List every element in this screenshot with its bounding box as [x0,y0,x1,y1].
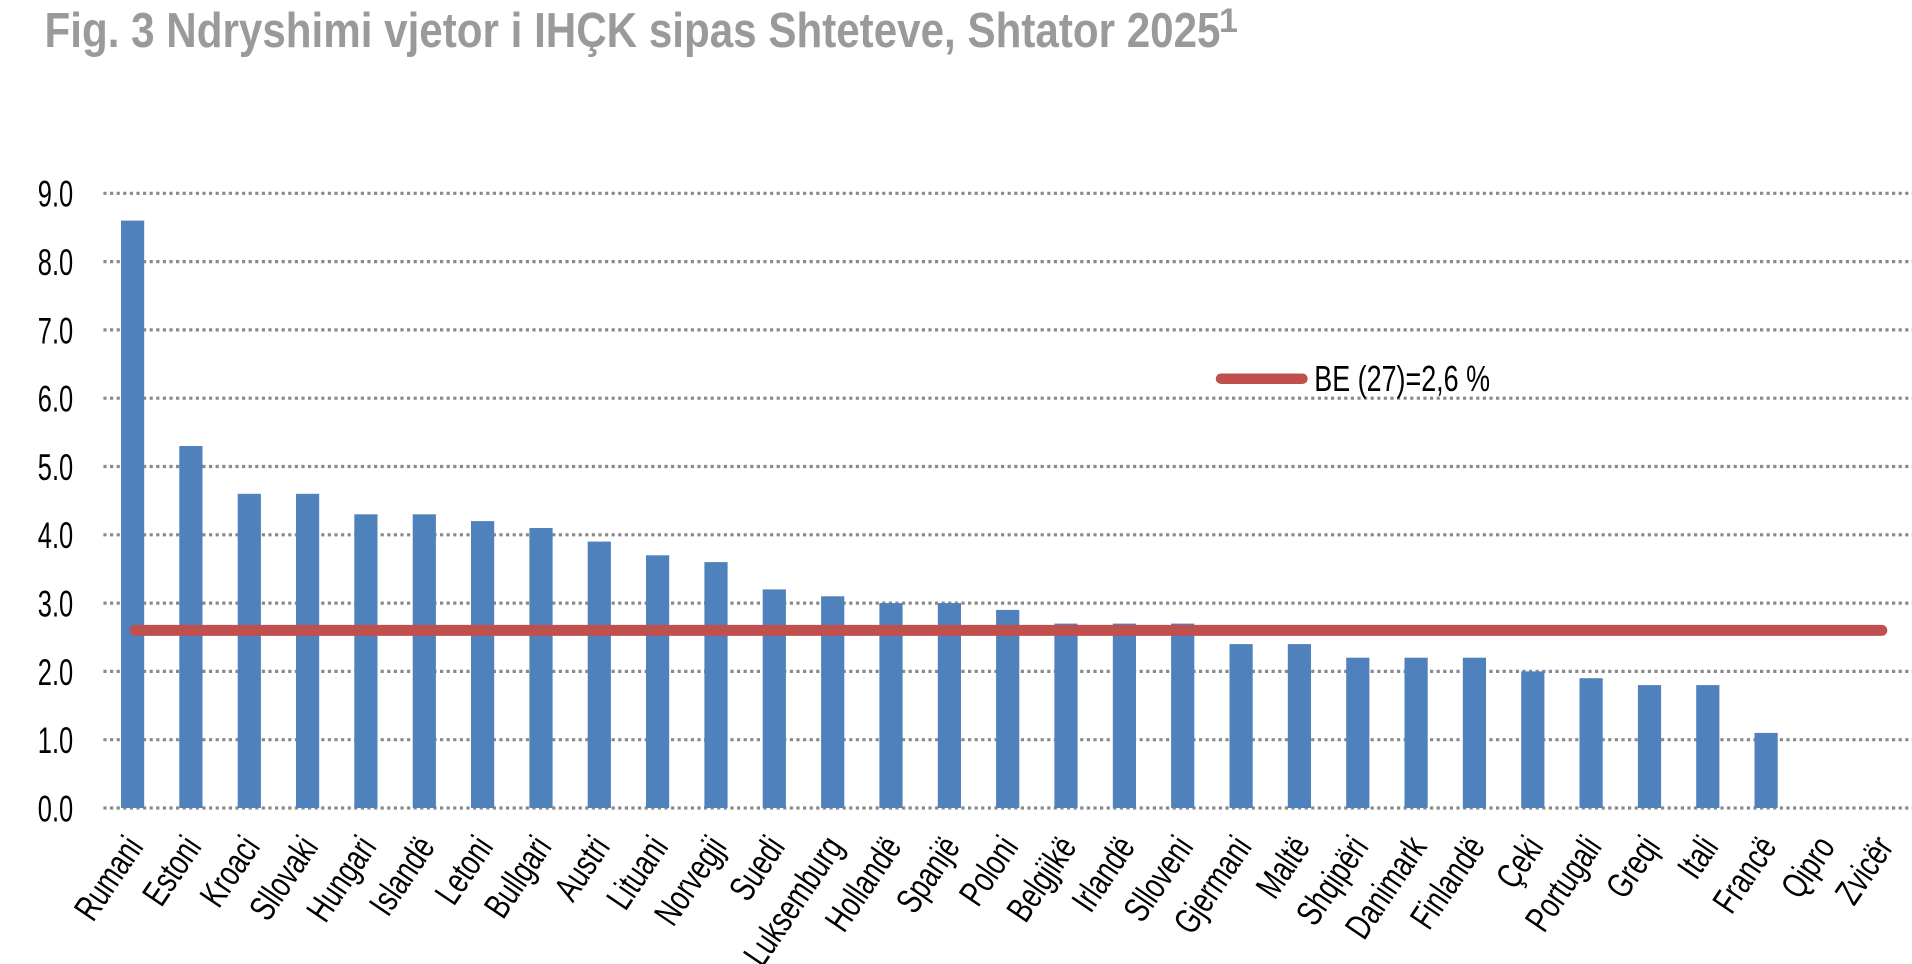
svg-text:Fig. 3 Ndryshimi vjetor i IHÇK: Fig. 3 Ndryshimi vjetor i IHÇK sipas Sht… [45,4,1221,58]
svg-text:BE (27)=2,6 %: BE (27)=2,6 % [1314,358,1490,399]
svg-text:Estoni: Estoni [134,828,209,912]
svg-text:Rumani: Rumani [66,828,151,927]
svg-text:Spanjë: Spanjë [887,828,967,920]
svg-text:8.0: 8.0 [38,242,73,283]
svg-text:1: 1 [1219,2,1238,40]
svg-text:7.0: 7.0 [38,310,73,351]
svg-text:3.0: 3.0 [38,584,73,625]
svg-text:6.0: 6.0 [38,379,73,420]
svg-text:2.0: 2.0 [38,652,73,693]
svg-text:Francë: Francë [1704,828,1784,920]
svg-text:1.0: 1.0 [38,720,73,761]
svg-text:0.0: 0.0 [38,788,73,829]
svg-text:5.0: 5.0 [38,447,73,488]
svg-text:Islandë: Islandë [361,828,443,922]
svg-text:Greqi: Greqi [1597,828,1667,905]
svg-text:4.0: 4.0 [38,515,73,556]
svg-text:9.0: 9.0 [38,174,73,215]
svg-text:Zvicër: Zvicër [1827,828,1902,911]
svg-text:Qipro: Qipro [1772,828,1842,905]
